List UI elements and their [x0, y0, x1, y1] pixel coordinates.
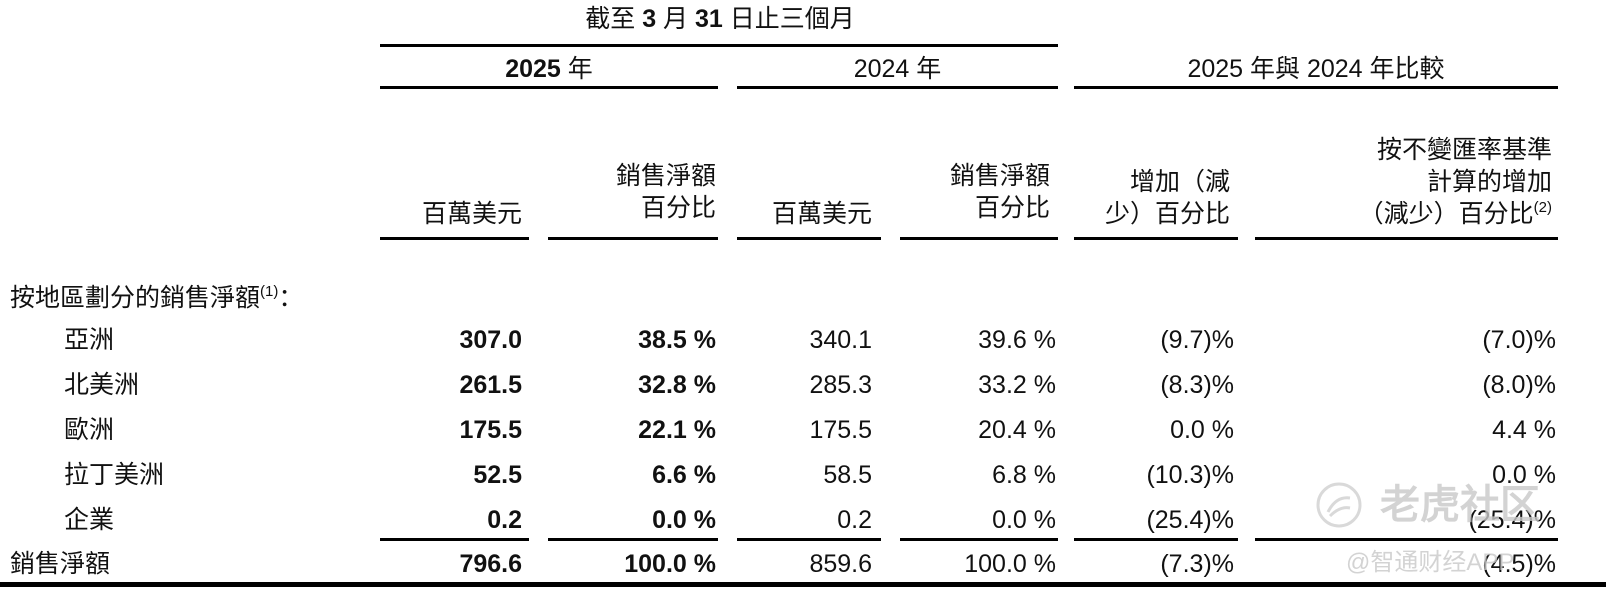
col6-header-rule — [1255, 237, 1558, 240]
comparison-underline — [1074, 86, 1558, 89]
cell-change: (25.4)% — [1146, 506, 1234, 534]
cell-change: (10.3)% — [1146, 461, 1234, 489]
table-bottom-rule — [0, 582, 1606, 587]
subtotal-rule-col6 — [1255, 538, 1558, 541]
subheader-musd-2024: 百萬美元 — [771, 200, 872, 228]
total-2025-musd: 796.6 — [459, 550, 522, 578]
subtotal-rule-col2 — [548, 538, 718, 541]
cell-2025-musd: 261.5 — [459, 371, 522, 399]
col4-header-rule — [900, 237, 1058, 240]
cell-2024-musd: 58.5 — [823, 461, 872, 489]
cell-constant-fx: (8.0)% — [1482, 371, 1556, 399]
row-label: 歐洲 — [64, 416, 115, 444]
watermark-logo-text: 老虎社区 — [1380, 483, 1540, 527]
total-label: 銷售淨額 — [10, 550, 111, 578]
row-label: 拉丁美洲 — [64, 461, 165, 489]
total-2024-musd: 859.6 — [809, 550, 872, 578]
cell-2025-musd: 307.0 — [459, 326, 522, 354]
subheader-change: 增加（減 少）百分比 — [1104, 168, 1230, 228]
year-2025-header: 2025 年 — [505, 55, 593, 83]
comparison-header: 2025 年與 2024 年比較 — [1187, 55, 1445, 83]
cell-2024-pct: 20.4 % — [978, 416, 1056, 444]
year-2025-underline — [380, 86, 718, 89]
watermark-source: @智通财经APP — [1346, 549, 1515, 576]
cell-2024-musd: 285.3 — [809, 371, 872, 399]
cell-2024-musd: 175.5 — [809, 416, 872, 444]
cell-2025-musd: 175.5 — [459, 416, 522, 444]
cell-change: (8.3)% — [1160, 371, 1234, 399]
cell-2025-pct: 0.0 % — [652, 506, 716, 534]
total-2025-pct: 100.0 % — [624, 550, 716, 578]
period-underline — [380, 44, 1058, 47]
cell-2025-pct: 38.5 % — [638, 326, 716, 354]
col5-header-rule — [1074, 237, 1238, 240]
year-2024-underline — [737, 86, 1058, 89]
subheader-pct-2024: 銷售淨額 百分比 — [949, 162, 1050, 222]
section-label: 按地區劃分的銷售淨額(1)： — [10, 283, 304, 312]
total-2024-pct: 100.0 % — [964, 550, 1056, 578]
cell-2024-pct: 39.6 % — [978, 326, 1056, 354]
cell-2024-musd: 0.2 — [837, 506, 872, 534]
subheader-constant-fx-change: 按不變匯率基準 計算的增加 （減少）百分比(2) — [1358, 136, 1552, 228]
cell-2025-musd: 0.2 — [487, 506, 522, 534]
total-change: (7.3)% — [1160, 550, 1234, 578]
cell-constant-fx: (7.0)% — [1482, 326, 1556, 354]
tiger-logo-icon — [1316, 482, 1362, 528]
subtotal-rule-col5 — [1074, 538, 1238, 541]
cell-constant-fx: (25.4)% — [1468, 506, 1556, 534]
row-label: 亞洲 — [64, 326, 115, 354]
row-label: 北美洲 — [64, 371, 140, 399]
cell-change: (9.7)% — [1160, 326, 1234, 354]
cell-2025-pct: 22.1 % — [638, 416, 716, 444]
year-2024-header: 2024 年 — [853, 55, 942, 83]
cell-change: 0.0 % — [1170, 416, 1234, 444]
cell-2024-pct: 6.8 % — [992, 461, 1056, 489]
subtotal-rule-col1 — [380, 538, 529, 541]
col3-header-rule — [737, 237, 881, 240]
cell-2025-musd: 52.5 — [473, 461, 522, 489]
subtotal-rule-col4 — [900, 538, 1058, 541]
cell-constant-fx: 0.0 % — [1492, 461, 1556, 489]
cell-constant-fx: 4.4 % — [1492, 416, 1556, 444]
col1-header-rule — [380, 237, 529, 240]
subheader-pct-2025: 銷售淨額 百分比 — [615, 162, 716, 222]
col2-header-rule — [548, 237, 718, 240]
total-constant-fx: (4.5)% — [1482, 550, 1556, 578]
cell-2025-pct: 6.6 % — [652, 461, 716, 489]
subheader-musd-2025: 百萬美元 — [421, 200, 522, 228]
subtotal-rule-col3 — [737, 538, 881, 541]
cell-2024-pct: 33.2 % — [978, 371, 1056, 399]
cell-2024-musd: 340.1 — [809, 326, 872, 354]
cell-2025-pct: 32.8 % — [638, 371, 716, 399]
cell-2024-pct: 0.0 % — [992, 506, 1056, 534]
period-header: 截至 3 月 31 日止三個月 — [585, 5, 855, 33]
row-label: 企業 — [64, 506, 115, 534]
